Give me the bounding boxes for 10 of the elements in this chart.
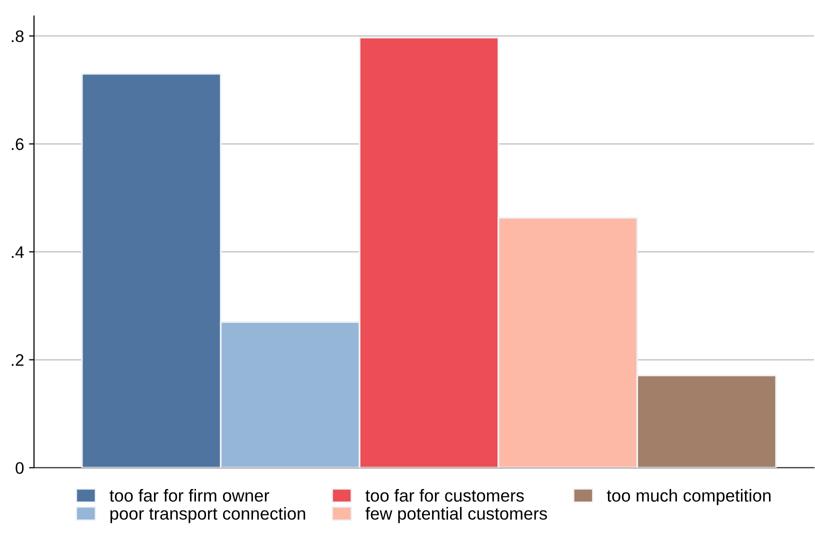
legend-label: too far for firm owner [110, 488, 270, 502]
y-tick-label: .4 [12, 246, 24, 258]
y-tick-label: 0 [16, 462, 24, 474]
legend-label: too far for customers [366, 489, 524, 502]
legend-label: few potential customers [365, 506, 547, 524]
y-tick-label: .2 [12, 354, 24, 366]
y-tick-label: .6 [12, 138, 24, 150]
legend-label: poor transport connection [110, 506, 306, 524]
y-tick-label: .8 [12, 30, 24, 42]
legend-label: too much competition [606, 488, 771, 506]
